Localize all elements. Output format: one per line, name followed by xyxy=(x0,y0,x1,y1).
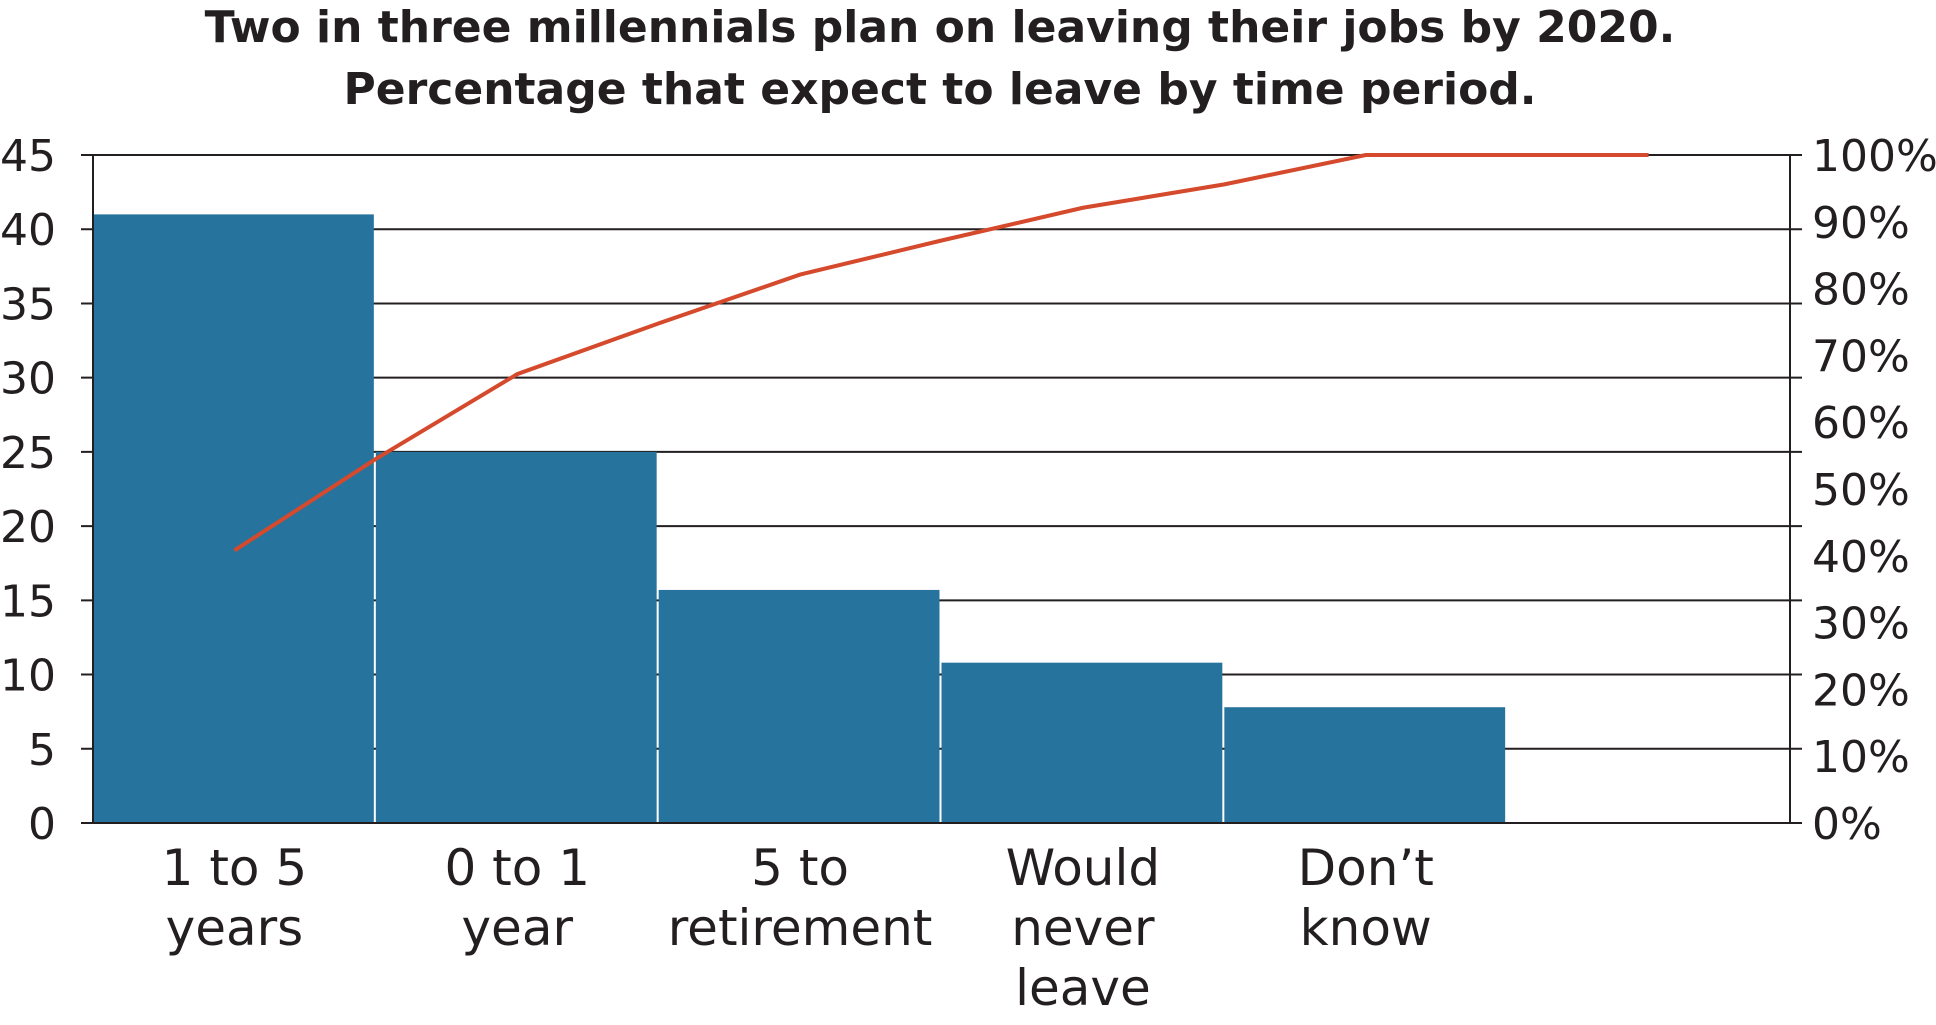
category-label-line: leave xyxy=(1015,959,1151,1017)
category-label: Don’t know xyxy=(1298,839,1434,957)
right-tick-label: 60% xyxy=(1812,398,1910,449)
category-label-line: know xyxy=(1300,899,1432,957)
category-label-line: 0 to 1 xyxy=(444,839,590,897)
left-tick-label: 15 xyxy=(0,576,56,627)
category-label: Would never leave xyxy=(1006,839,1160,1017)
category-labels: 1 to 5 years 0 to 1 year 5 to retirement Would… xyxy=(162,839,1434,1017)
left-tick-label: 20 xyxy=(0,502,56,553)
category-label-line: retirement xyxy=(668,899,933,957)
bar xyxy=(941,662,1223,823)
category-label: 5 to retirement xyxy=(668,839,933,957)
cumulative-line-layer xyxy=(233,153,1649,553)
right-tick-label: 10% xyxy=(1812,732,1910,783)
category-label-line: year xyxy=(461,899,573,957)
left-tick-label: 0 xyxy=(28,799,56,850)
category-label-line: years xyxy=(166,899,304,957)
right-tick-label: 90% xyxy=(1812,198,1910,249)
left-tick-label: 35 xyxy=(0,279,56,330)
category-label-line: Don’t xyxy=(1298,839,1434,897)
left-tick-label: 45 xyxy=(0,131,56,182)
right-tick-label: 80% xyxy=(1812,265,1910,316)
right-tick-label: 20% xyxy=(1812,665,1910,716)
category-label: 0 to 1 year xyxy=(444,839,590,957)
left-tick-label: 25 xyxy=(0,428,56,479)
right-tick-label: 40% xyxy=(1812,532,1910,583)
bar xyxy=(1224,707,1506,823)
cumulative-line xyxy=(233,153,1649,553)
right-tick-label: 70% xyxy=(1812,331,1910,382)
left-tick-label: 10 xyxy=(0,651,56,702)
chart-title: Two in three millennials plan on leaving… xyxy=(205,2,1676,115)
right-axis-tick-labels: 0% 10% 20% 30% 40% 50% 60% 70% 80% 90% 100% xyxy=(1812,131,1936,850)
category-label-line: 5 to xyxy=(751,839,849,897)
bar xyxy=(375,451,657,823)
right-tick-label: 100% xyxy=(1812,131,1936,182)
left-axis-tick-labels: 0 5 10 15 20 25 30 35 40 45 xyxy=(0,131,56,850)
chart-title-line-2: Percentage that expect to leave by time … xyxy=(343,64,1536,115)
bars xyxy=(93,214,1506,823)
category-label-line: Would xyxy=(1006,839,1160,897)
right-tick-label: 30% xyxy=(1812,599,1910,650)
category-label-line: never xyxy=(1011,899,1155,957)
right-tick-label: 0% xyxy=(1812,799,1882,850)
left-tick-label: 30 xyxy=(0,354,56,405)
right-tick-label: 50% xyxy=(1812,465,1910,516)
axes xyxy=(81,155,1802,824)
bar xyxy=(93,214,374,823)
left-tick-label: 5 xyxy=(28,725,56,776)
category-label: 1 to 5 years xyxy=(162,839,308,957)
left-tick-label: 40 xyxy=(0,205,56,256)
chart-title-line-1: Two in three millennials plan on leaving… xyxy=(205,2,1676,53)
bar xyxy=(658,589,940,823)
category-label-line: 1 to 5 xyxy=(162,839,308,897)
